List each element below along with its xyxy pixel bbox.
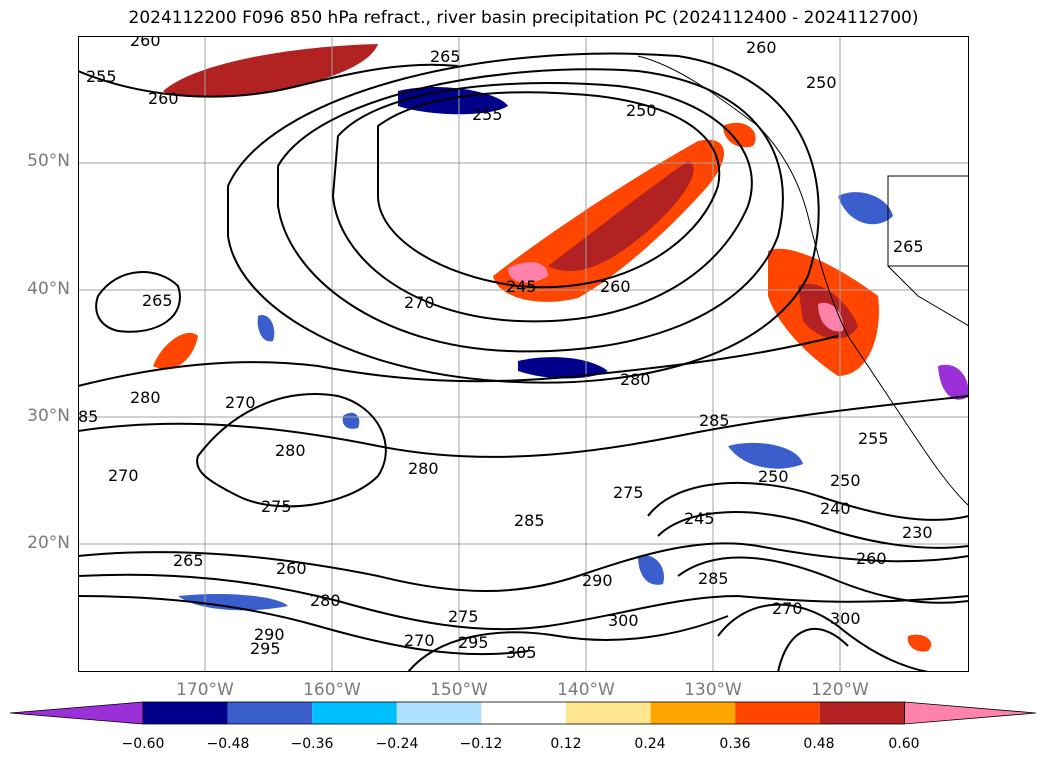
colorbar-tick-label: 0.48 xyxy=(803,736,835,752)
colorbar-segment xyxy=(312,702,397,724)
lon-label: 120°W xyxy=(811,680,869,700)
contour-label: 285 xyxy=(699,411,730,430)
contour-label: 270 xyxy=(108,466,139,485)
contour-label: 85 xyxy=(78,407,98,426)
colorbar-tick-label: 0.36 xyxy=(719,736,751,752)
colorbar-segment xyxy=(227,702,313,724)
lat-label: 30°N xyxy=(27,406,70,426)
contour-label: 290 xyxy=(254,625,285,644)
map-frame xyxy=(78,36,969,672)
contour-label: 255 xyxy=(472,105,503,124)
contour-label: 270 xyxy=(404,293,435,312)
contour-label: 265 xyxy=(173,551,204,570)
contour-label: 255 xyxy=(86,67,117,86)
contour-label: 275 xyxy=(613,483,644,502)
contour-label: 250 xyxy=(830,471,861,490)
contour-label: 250 xyxy=(626,101,657,120)
contour-label: 280 xyxy=(310,591,341,610)
contour-label: 265 xyxy=(893,237,924,256)
colorbar-tick-label: −0.24 xyxy=(375,736,419,752)
contour-labels: 260 255 260 265 250 250 255 260 245 265 … xyxy=(78,36,933,662)
contour-label: 280 xyxy=(620,370,651,389)
contour-label: 300 xyxy=(608,611,639,630)
colorbar-tick-label: 0.24 xyxy=(634,736,666,752)
colorbar-tick-label: −0.48 xyxy=(206,736,250,752)
contour-label: 245 xyxy=(684,509,715,528)
colorbar-extend-max xyxy=(904,701,1037,725)
contour-label: 270 xyxy=(772,599,803,618)
contour-label: 290 xyxy=(582,571,613,590)
contour-label: 270 xyxy=(225,393,256,412)
colorbar-segment xyxy=(819,702,905,724)
contour-label: 260 xyxy=(276,559,307,578)
lon-label: 130°W xyxy=(684,680,742,700)
contour-label: 250 xyxy=(806,73,837,92)
lon-label: 170°W xyxy=(176,680,234,700)
contour-label: 280 xyxy=(275,441,306,460)
lon-label: 140°W xyxy=(557,680,615,700)
contour-label: 300 xyxy=(830,609,861,628)
contour-label: 295 xyxy=(250,639,281,658)
graticule xyxy=(78,36,969,672)
contour-label: 260 xyxy=(130,36,161,50)
lon-label: 150°W xyxy=(430,680,488,700)
colorbar-segment xyxy=(396,702,482,724)
contour-label: 260 xyxy=(856,549,887,568)
contour-label: 295 xyxy=(458,633,489,652)
lat-label: 20°N xyxy=(27,533,70,553)
map-title: 2024112200 F096 850 hPa refract., river … xyxy=(128,8,919,28)
colorbar-segment xyxy=(735,702,820,724)
colorbar-tick-label: −0.12 xyxy=(459,736,503,752)
colorbar-tick-label: −0.36 xyxy=(290,736,334,752)
contour-label: 265 xyxy=(430,47,461,66)
contour-label: 280 xyxy=(408,459,439,478)
colorbar-extend-min xyxy=(10,701,144,725)
contour-label: 260 xyxy=(746,38,777,57)
colorbar-segment xyxy=(481,702,566,724)
contour-label: 275 xyxy=(261,497,292,516)
colorbar xyxy=(10,701,1037,725)
contour-label: 240 xyxy=(820,499,851,518)
contour-label: 260 xyxy=(148,89,179,108)
contour-label: 255 xyxy=(858,429,889,448)
contour-label: 280 xyxy=(130,388,161,407)
lat-label: 50°N xyxy=(27,151,70,171)
colorbar-segment xyxy=(566,702,651,724)
map-panel: 260 255 260 265 250 250 255 260 245 265 … xyxy=(78,36,969,672)
contour-label: 230 xyxy=(902,523,933,542)
contour-label: 260 xyxy=(600,277,631,296)
colorbar-segment xyxy=(143,702,228,724)
colorbar-outline xyxy=(142,701,905,725)
contour-label: 265 xyxy=(142,291,173,310)
lat-label: 40°N xyxy=(27,279,70,299)
lon-label: 160°W xyxy=(303,680,361,700)
colorbar-tick-label: −0.60 xyxy=(121,736,165,752)
contour-label: 275 xyxy=(448,607,479,626)
contour-label: 250 xyxy=(758,467,789,486)
colorbar-tick-label: 0.60 xyxy=(888,736,920,752)
contour-label: 285 xyxy=(514,511,545,530)
coastlines xyxy=(637,55,969,507)
contour-label: 270 xyxy=(404,631,435,650)
contour-label: 245 xyxy=(506,277,537,296)
contour-label: 305 xyxy=(506,643,537,662)
refractivity-contours xyxy=(78,52,969,672)
contour-label: 285 xyxy=(698,569,729,588)
colorbar-segment xyxy=(650,702,736,724)
colorbar-tick-label: 0.12 xyxy=(550,736,582,752)
